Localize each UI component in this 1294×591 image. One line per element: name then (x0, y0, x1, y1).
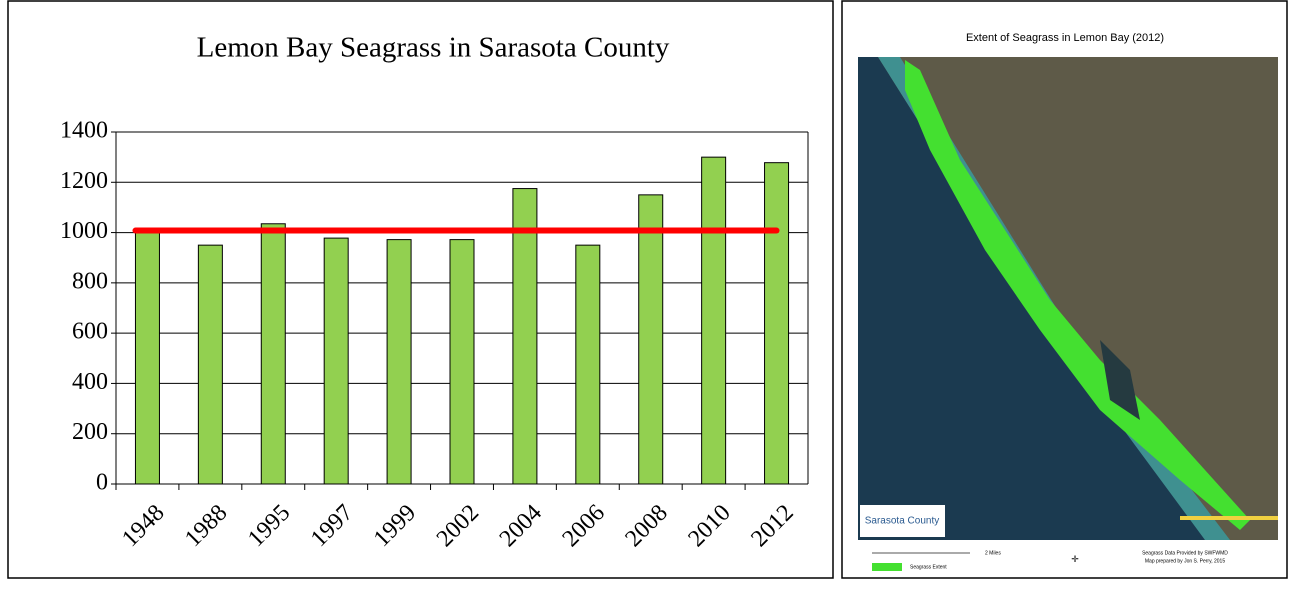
bar (197, 244, 223, 485)
map-image: Sarasota County (858, 57, 1278, 540)
map-sea (858, 57, 1205, 540)
legend-swatch (872, 563, 902, 571)
bar (260, 223, 286, 485)
compass: ✛ (1071, 554, 1079, 564)
scale-label: 2 Miles (985, 550, 1001, 556)
credit-line: Seagrass Data Provided by SWFWMD (1142, 550, 1228, 556)
y-tick-label: 600 (72, 319, 108, 345)
bar (764, 162, 790, 485)
bar (638, 194, 664, 485)
y-tick-label: 1400 (60, 118, 108, 144)
logo-box (860, 505, 945, 537)
map-boundary (1180, 516, 1278, 520)
legend-label: Seagrass Extent (910, 564, 947, 570)
y-tick-label: 1200 (60, 168, 108, 194)
map-seagrass (905, 60, 1250, 530)
bar (323, 237, 349, 485)
map-bay-water (1100, 340, 1140, 420)
bar (575, 244, 601, 485)
chart-title: Lemon Bay Seagrass in Sarasota County (197, 32, 670, 64)
bar (386, 239, 412, 485)
credit-line: Map prepared by Jon S. Perry, 2015 (1145, 558, 1225, 564)
y-tick-label: 0 (96, 470, 108, 496)
y-tick-label: 200 (72, 419, 108, 445)
y-tick-label: 400 (72, 369, 108, 395)
y-tick-label: 800 (72, 268, 108, 294)
logo-text: Sarasota County (865, 516, 940, 527)
bar (701, 156, 727, 485)
y-tick-label: 1000 (60, 218, 108, 244)
bar (134, 230, 160, 485)
map-title: Extent of Seagrass in Lemon Bay (2012) (966, 32, 1164, 44)
bar (449, 239, 475, 485)
